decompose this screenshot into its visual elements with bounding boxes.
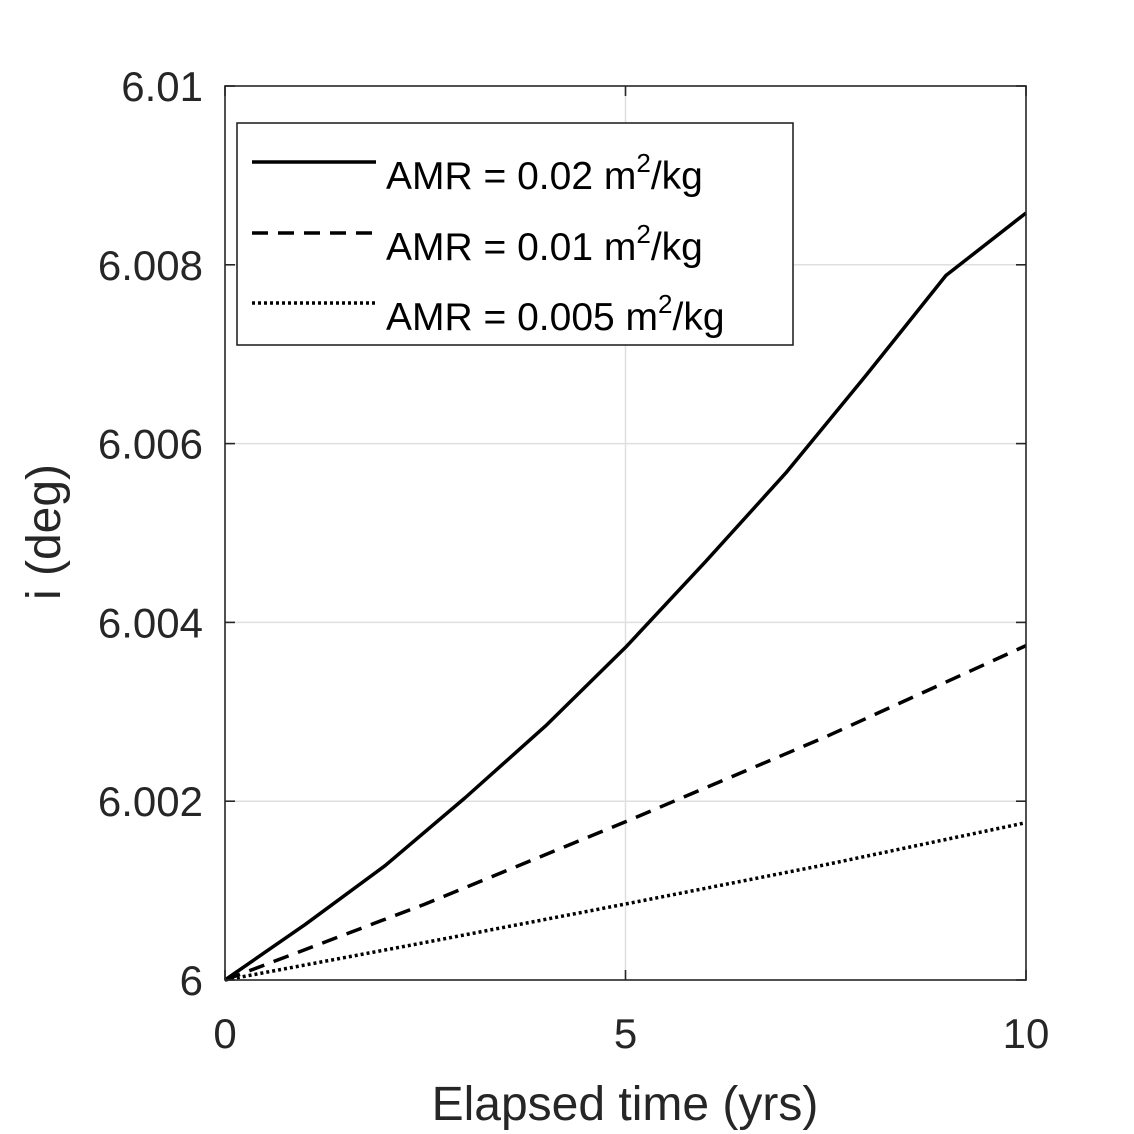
x-tick-label: 10 [1003, 1010, 1050, 1057]
series-line-3 [224, 820, 1027, 982]
y-tick-label: 6.01 [121, 63, 203, 110]
legend-box [236, 122, 794, 346]
y-tick-label: 6.008 [98, 242, 203, 289]
y-tick-label: 6 [180, 957, 203, 1004]
axis-ticks [224, 85, 1027, 981]
y-tick-label: 6.006 [98, 421, 203, 468]
y-tick-label: 6.002 [98, 778, 203, 825]
series-line-1 [224, 211, 1028, 982]
legend-label-1: AMR = 0.02 m2/kg [386, 148, 703, 198]
legend-label-2: AMR = 0.01 m2/kg [386, 219, 703, 269]
y-tick-label: 6.004 [98, 599, 203, 646]
series-line-2 [224, 644, 1027, 982]
legend: AMR = 0.02 m2/kg AMR = 0.01 m2/kg AMR = 0.… [236, 122, 794, 346]
legend-label-3: AMR = 0.005 m2/kg [386, 289, 725, 339]
x-tick-label: 0 [213, 1010, 236, 1057]
x-tick-label: 5 [614, 1010, 637, 1057]
x-axis-label: Elapsed time (yrs) [432, 1078, 819, 1131]
tick-labels: 0 5 10 6 6.002 6.004 6.006 6.008 6.01 [98, 63, 1049, 1057]
series-lines [224, 211, 1028, 982]
y-axis-label: i (deg) [18, 464, 71, 600]
